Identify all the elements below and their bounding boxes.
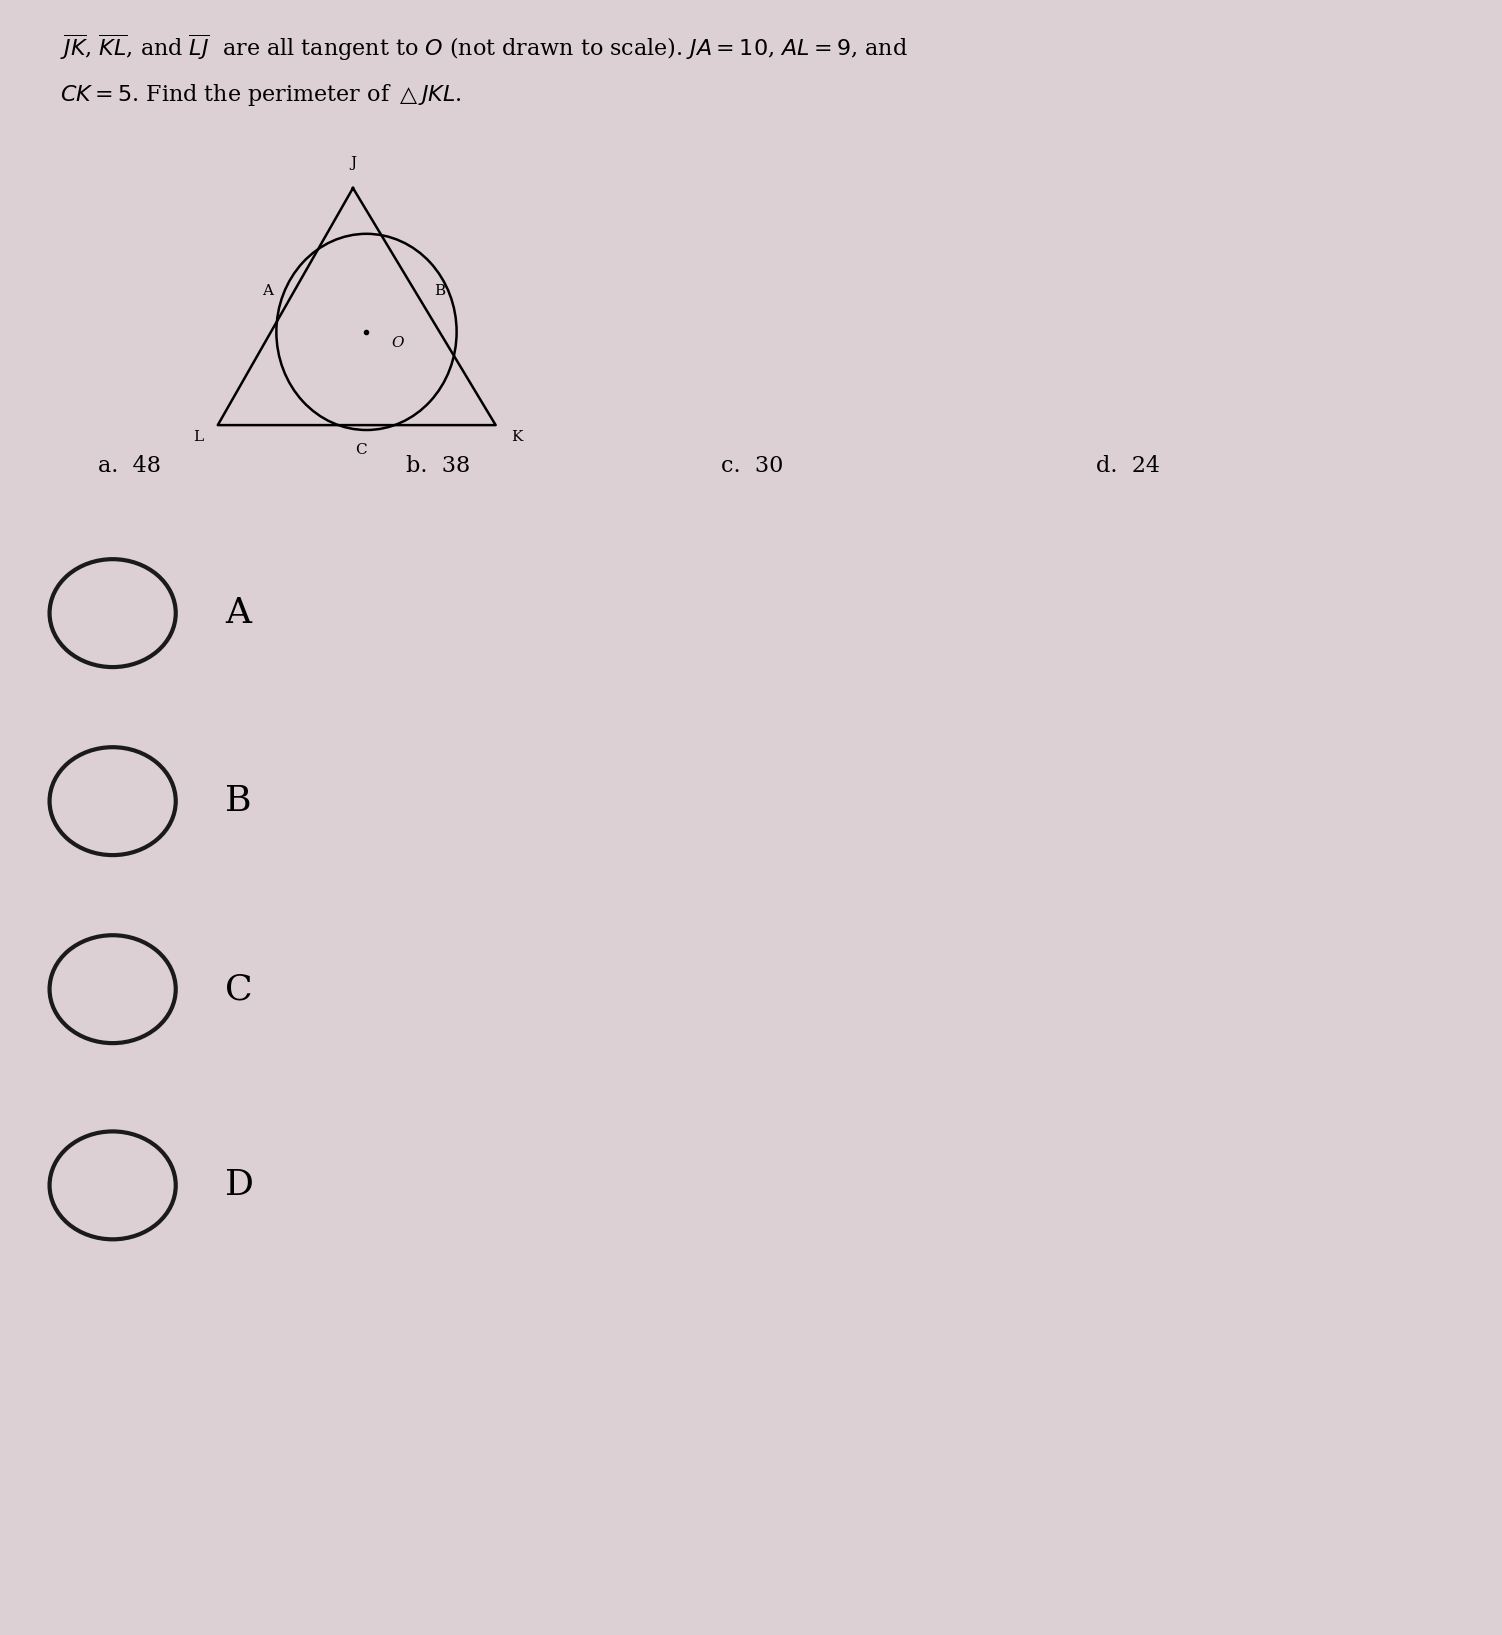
Text: $\overline{JK}$, $\overline{KL}$, and $\overline{LJ}$  are all tangent to $O$ (n: $\overline{JK}$, $\overline{KL}$, and $\… — [60, 33, 907, 64]
Text: K: K — [511, 430, 523, 443]
Text: d.  24: d. 24 — [1096, 455, 1161, 477]
Text: $CK = 5$. Find the perimeter of $\triangle JKL$.: $CK = 5$. Find the perimeter of $\triang… — [60, 82, 461, 108]
Text: C: C — [354, 443, 366, 456]
Text: b.  38: b. 38 — [406, 455, 470, 477]
Text: A: A — [225, 597, 251, 629]
Text: B: B — [434, 284, 446, 298]
Text: D: D — [225, 1169, 254, 1202]
Text: O: O — [392, 337, 404, 350]
Text: a.  48: a. 48 — [98, 455, 161, 477]
Text: C: C — [225, 973, 252, 1006]
Text: L: L — [194, 430, 203, 443]
Text: A: A — [261, 284, 273, 298]
Text: J: J — [350, 157, 356, 170]
Text: c.  30: c. 30 — [721, 455, 784, 477]
Text: B: B — [225, 785, 252, 818]
